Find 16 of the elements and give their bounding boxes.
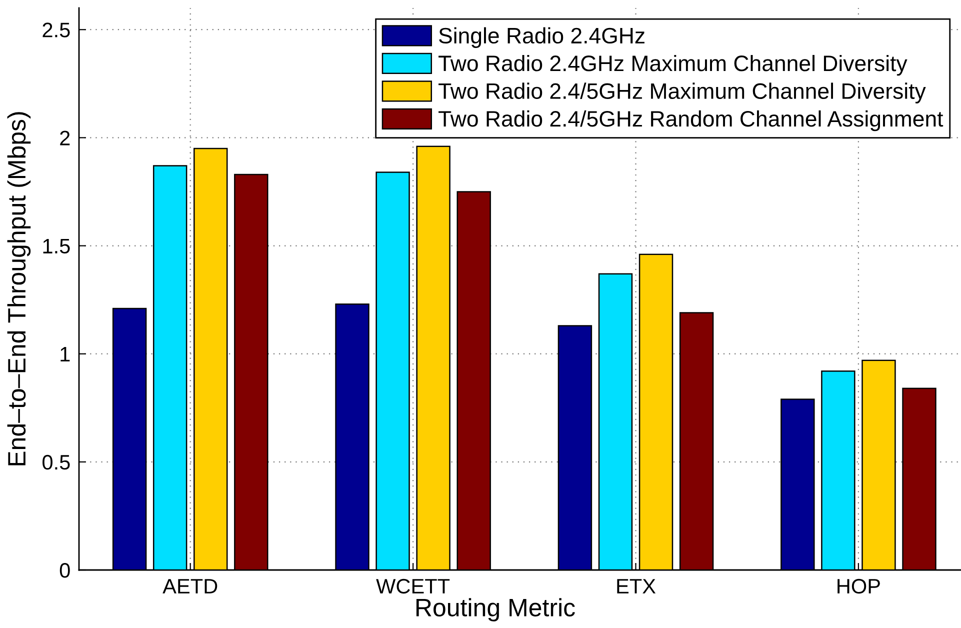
legend-label: Two Radio 2.4/5GHz Random Channel Assignment bbox=[438, 110, 944, 132]
y-tick-label: 0.5 bbox=[42, 454, 70, 470]
x-tick-label: HOP bbox=[838, 578, 880, 594]
x-tick-label: WCETT bbox=[376, 578, 450, 594]
x-axis-title: Routing Metric bbox=[416, 598, 575, 622]
y-axis-title: End–to–End Throughput (Mbps) bbox=[7, 112, 31, 466]
legend-label: Two Radio 2.4GHz Maximum Channel Diversity bbox=[438, 54, 908, 76]
x-tick-label: AETD bbox=[162, 579, 218, 594]
y-tick-label: 1.5 bbox=[43, 238, 70, 254]
legend-label: Two Radio 2.4/5GHz Maximum Channel Diversity bbox=[438, 82, 926, 104]
y-tick-label: 1 bbox=[60, 347, 70, 362]
y-tick-label: 2 bbox=[60, 130, 70, 146]
y-tick-label: 2.5 bbox=[42, 22, 70, 38]
y-tick-label: 0 bbox=[60, 563, 70, 578]
x-tick-label: ETX bbox=[617, 579, 656, 594]
legend-label: Single Radio 2.4GHz bbox=[439, 27, 644, 48]
